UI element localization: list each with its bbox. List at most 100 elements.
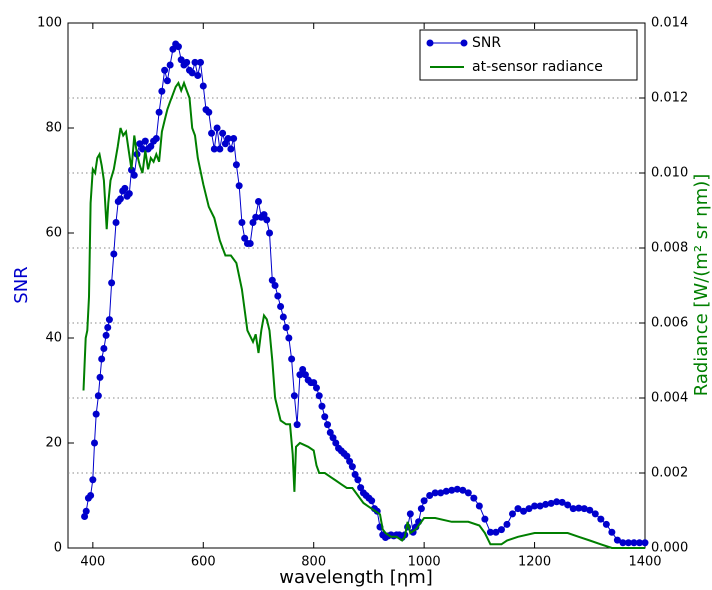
data-point <box>564 501 572 509</box>
data-point <box>321 413 329 421</box>
y2-tick-label: 0.000 <box>651 541 688 556</box>
data-point <box>152 135 160 142</box>
data-point <box>230 135 238 142</box>
data-point <box>82 507 90 515</box>
data-point <box>406 510 414 518</box>
data-point <box>147 142 155 150</box>
data-point <box>166 61 174 69</box>
data-point <box>136 140 144 148</box>
data-point <box>191 58 199 66</box>
data-point <box>332 439 340 447</box>
data-point <box>224 135 232 142</box>
data-point <box>208 129 216 137</box>
data-point <box>163 77 171 85</box>
data-point <box>542 500 550 508</box>
data-point <box>608 528 616 536</box>
data-point <box>263 216 271 224</box>
data-point <box>508 510 516 518</box>
data-point <box>161 66 169 74</box>
y2-tick-label: 0.010 <box>651 166 688 181</box>
data-point <box>296 371 304 379</box>
data-point <box>547 499 555 507</box>
data-point <box>219 129 227 137</box>
data-point <box>602 520 610 528</box>
data-point <box>271 282 279 289</box>
data-point <box>357 484 365 492</box>
data-point <box>205 108 213 116</box>
data-point <box>169 45 177 53</box>
plot-frame <box>67 22 646 549</box>
data-point <box>619 539 627 547</box>
data-point <box>329 434 337 442</box>
data-point <box>417 505 425 513</box>
data-point <box>431 489 439 497</box>
data-point <box>580 505 588 513</box>
data-point <box>213 124 221 132</box>
legend-label: at-sensor radiance <box>472 59 603 75</box>
data-point <box>315 392 323 400</box>
data-point <box>102 331 110 339</box>
data-point <box>591 510 599 518</box>
data-point <box>199 82 207 90</box>
data-point <box>235 182 243 190</box>
data-point <box>158 87 166 95</box>
data-point <box>279 313 287 321</box>
data-point <box>249 219 257 226</box>
data-point <box>282 324 290 331</box>
data-point <box>100 345 108 352</box>
data-point <box>492 528 500 536</box>
series-line <box>84 43 645 544</box>
x-tick-label: 1400 <box>628 555 661 570</box>
y-tick-label: 40 <box>45 331 62 346</box>
data-point <box>81 513 89 520</box>
data-point <box>558 498 566 506</box>
data-point <box>503 520 511 528</box>
data-point <box>221 140 229 148</box>
data-point <box>470 494 478 502</box>
data-point <box>227 145 235 153</box>
data-point <box>94 392 102 400</box>
data-point <box>486 528 494 536</box>
data-point <box>130 171 138 179</box>
y-tick-label: 0 <box>54 541 62 556</box>
data-point <box>177 56 185 64</box>
data-point <box>299 366 307 373</box>
data-point <box>260 211 268 219</box>
data-point <box>448 486 456 494</box>
x-tick-label: 600 <box>191 555 216 570</box>
data-point <box>475 502 483 510</box>
data-point <box>514 505 522 513</box>
data-point <box>354 476 362 484</box>
data-point <box>183 58 191 66</box>
data-point <box>108 279 116 287</box>
data-point <box>254 198 262 205</box>
data-point <box>426 492 434 499</box>
y2-tick-label: 0.006 <box>651 316 688 331</box>
data-point <box>536 502 544 510</box>
data-point <box>318 402 326 410</box>
data-point <box>246 240 254 247</box>
data-point <box>442 487 450 495</box>
data-point <box>324 421 332 429</box>
data-point <box>210 145 218 153</box>
y2-tick-label: 0.004 <box>651 391 688 406</box>
data-point <box>368 497 376 505</box>
data-point <box>641 539 649 547</box>
data-point <box>110 250 118 258</box>
y2-tick-label: 0.014 <box>651 16 688 31</box>
legend-label: SNR <box>472 35 501 51</box>
legend-box <box>419 29 638 81</box>
x-tick-label: 400 <box>80 555 105 570</box>
data-point <box>116 195 124 203</box>
data-point <box>497 526 505 534</box>
data-point <box>420 497 428 505</box>
data-point <box>288 355 296 363</box>
y-tick-label: 100 <box>37 16 62 31</box>
data-point <box>312 384 320 392</box>
data-point <box>453 485 461 493</box>
data-point <box>481 515 489 523</box>
series-line <box>82 80 645 549</box>
data-point <box>277 303 285 310</box>
data-point <box>613 536 621 544</box>
data-point <box>346 457 354 465</box>
